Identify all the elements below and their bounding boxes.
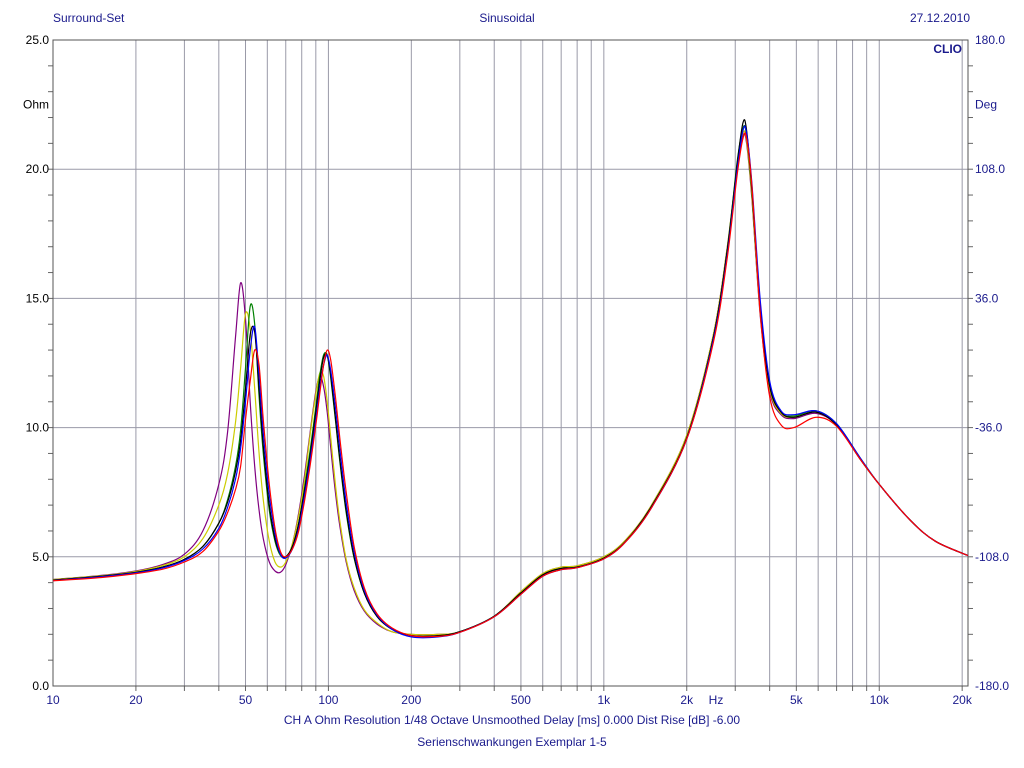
x-tick-label: 100	[318, 693, 338, 707]
plot-frame	[52, 39, 969, 687]
x-tick-label: 20	[129, 693, 143, 707]
chart-title-center: Sinusoidal	[479, 11, 535, 25]
chart-subtitle: Serienschwankungen Exemplar 1-5	[417, 735, 607, 749]
y-tick-label: 0.0	[32, 679, 49, 693]
y-axis-label: Ohm	[23, 98, 49, 112]
x-tick-label: 200	[401, 693, 421, 707]
y2-tick-label: -36.0	[975, 421, 1003, 435]
x-tick-label: 20k	[952, 693, 972, 707]
y2-tick-label: -108.0	[975, 550, 1009, 564]
x-axis-label: Hz	[709, 693, 724, 707]
x-tick-label: 2k	[680, 693, 694, 707]
y2-tick-label: 108.0	[975, 162, 1005, 176]
y-tick-label: 15.0	[26, 291, 50, 305]
chart-date: 27.12.2010	[909, 11, 970, 25]
y2-tick-label: 36.0	[975, 291, 999, 305]
y2-tick-label: 180.0	[975, 33, 1005, 47]
impedance-curve-5	[52, 125, 969, 639]
x-tick-label: 5k	[790, 693, 804, 707]
y-tick-label: 5.0	[32, 550, 49, 564]
chart-title-left: Surround-Set	[53, 11, 125, 25]
y2-tick-label: -180.0	[975, 679, 1009, 693]
impedance-curve-6	[52, 132, 969, 638]
clio-logo: CLIO	[933, 42, 962, 56]
x-tick-label: 10k	[870, 693, 890, 707]
y2-axis-label: Deg	[975, 98, 997, 112]
x-tick-label: 1k	[597, 693, 611, 707]
x-tick-label: 10	[46, 693, 60, 707]
measurement-settings: CH A Ohm Resolution 1/48 Octave Unsmooth…	[283, 713, 741, 727]
y-tick-label: 20.0	[26, 162, 50, 176]
y-tick-label: 25.0	[26, 33, 50, 47]
x-tick-label: 500	[511, 693, 531, 707]
x-tick-label: 50	[239, 693, 253, 707]
y-tick-label: 10.0	[26, 421, 50, 435]
